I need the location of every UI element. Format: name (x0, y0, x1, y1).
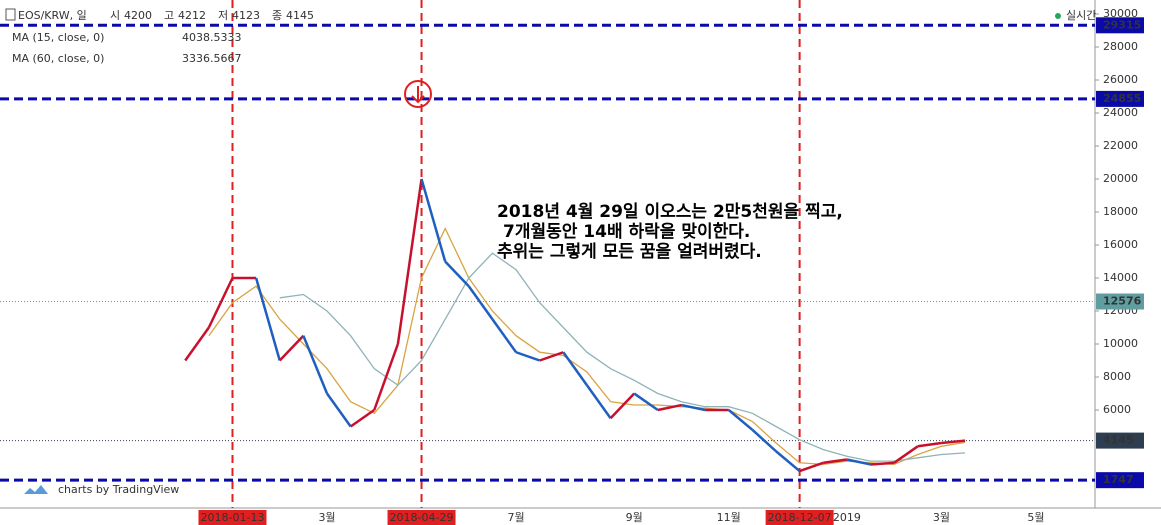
marker-label-bg (765, 510, 834, 525)
status: 실시간 (1066, 9, 1096, 22)
x-tick-label: 3월 (318, 511, 335, 524)
ohlc: 시 4200 고 4212 저 4123 종 4145 (110, 9, 314, 22)
price-segment (420, 178, 447, 262)
x-tick-label: 2018-01-13 (201, 511, 265, 524)
tv-logo (24, 485, 48, 494)
price-segment (539, 351, 564, 362)
ohlc-value: 4145 (286, 9, 314, 22)
ohlc-value: 4200 (124, 9, 152, 22)
y-tick-label: 6000 (1103, 403, 1131, 416)
price-segment (775, 450, 801, 472)
marker-label-bg (387, 510, 456, 525)
price-label-bg (1096, 472, 1144, 489)
price-label: 1747 (1103, 473, 1134, 486)
price-segment (349, 408, 375, 428)
x-tick-label: 3월 (933, 511, 950, 524)
price-label: 24855 (1103, 92, 1141, 105)
price-segment (823, 458, 848, 465)
ohlc-label: 고 (164, 9, 174, 22)
price-segment (325, 392, 352, 428)
y-tick-label: 30000 (1103, 7, 1138, 20)
y-tick-label: 10000 (1103, 337, 1138, 350)
highlight-arrow (411, 86, 425, 104)
legend-value: 4038.5333 (182, 31, 242, 44)
price-segment (681, 403, 706, 412)
y-tick-label: 16000 (1103, 238, 1138, 251)
ohlc-value: 4212 (178, 9, 206, 22)
x-tick-label: 7월 (507, 511, 524, 524)
y-tick-label: 26000 (1103, 73, 1138, 86)
price-segment (727, 409, 754, 431)
price-label-bg (1096, 432, 1144, 449)
price-segment (515, 351, 541, 362)
price-segment (846, 458, 871, 466)
y-tick-label: 18000 (1103, 205, 1138, 218)
annotation: 추위는 그렇게 모든 꿈을 얼려버렸다. (497, 242, 762, 262)
x-tick-label: 9월 (626, 511, 643, 524)
price-segment (633, 392, 659, 412)
x-tick-label: 2018-12-07 (768, 511, 832, 524)
price-segment (562, 351, 588, 386)
watermark[interactable]: charts by TradingView (58, 483, 179, 496)
legend-name: MA (15, close, 0) (12, 31, 104, 44)
price-segment (491, 318, 518, 353)
price-label: 4145 (1103, 434, 1134, 447)
plot (0, 0, 1095, 508)
annotation: 7개월동안 14배 하락을 맞이한다. (503, 222, 750, 242)
price-segment (609, 392, 636, 420)
price-segment (467, 285, 494, 320)
ohlc-label: 종 (272, 9, 282, 22)
price-segment (751, 428, 777, 453)
price-segment (870, 461, 895, 466)
y-tick-label: 22000 (1103, 139, 1138, 152)
price-segment (657, 403, 682, 412)
price-segment (207, 277, 234, 329)
price-segment (396, 178, 423, 345)
price-segment (917, 441, 942, 448)
highlight-circle (404, 80, 432, 108)
price-segment (302, 335, 329, 394)
symbol[interactable]: EOS/KRW, 일 (18, 8, 87, 22)
ma-line (208, 226, 966, 466)
price-segment (799, 461, 824, 473)
price-segment (941, 439, 966, 445)
x-tick-label: 11월 (717, 511, 741, 524)
y-tick-label: 24000 (1103, 106, 1138, 119)
price-segment (373, 343, 400, 411)
price-segment (278, 334, 305, 362)
x-tick-label: 2018-04-29 (390, 511, 454, 524)
legend-value: 3336.5667 (182, 52, 242, 65)
price-label-bg (1096, 293, 1144, 310)
price-segment (444, 260, 470, 288)
y-tick-label: 20000 (1103, 172, 1138, 185)
ohlc-label: 저 (218, 9, 228, 22)
y-tick-label: 8000 (1103, 370, 1131, 383)
price-label-bg (1096, 90, 1144, 107)
x-tick-label: 2019 (833, 511, 861, 524)
price-label: 12576 (1103, 294, 1142, 307)
ohlc-label: 시 (110, 9, 120, 22)
legend-name: MA (60, close, 0) (12, 52, 104, 65)
status-dot (1055, 13, 1061, 19)
y-tick-label: 14000 (1103, 271, 1138, 284)
ma-line (279, 252, 966, 462)
y-tick-label: 28000 (1103, 40, 1138, 53)
x-tick-label: 5월 (1027, 511, 1044, 524)
annotation: 2018년 4월 29일 이오스는 2만5천원을 찍고, (497, 202, 843, 222)
price-segment (184, 326, 210, 362)
ohlc-value: 4123 (232, 9, 260, 22)
price-label-bg (1096, 17, 1144, 34)
price-segment (585, 384, 612, 419)
symbol-icon[interactable] (5, 8, 16, 21)
price-segment (893, 445, 919, 464)
price-label: 29315 (1103, 18, 1141, 31)
marker-label-bg (198, 510, 267, 525)
price-segment (254, 277, 281, 361)
